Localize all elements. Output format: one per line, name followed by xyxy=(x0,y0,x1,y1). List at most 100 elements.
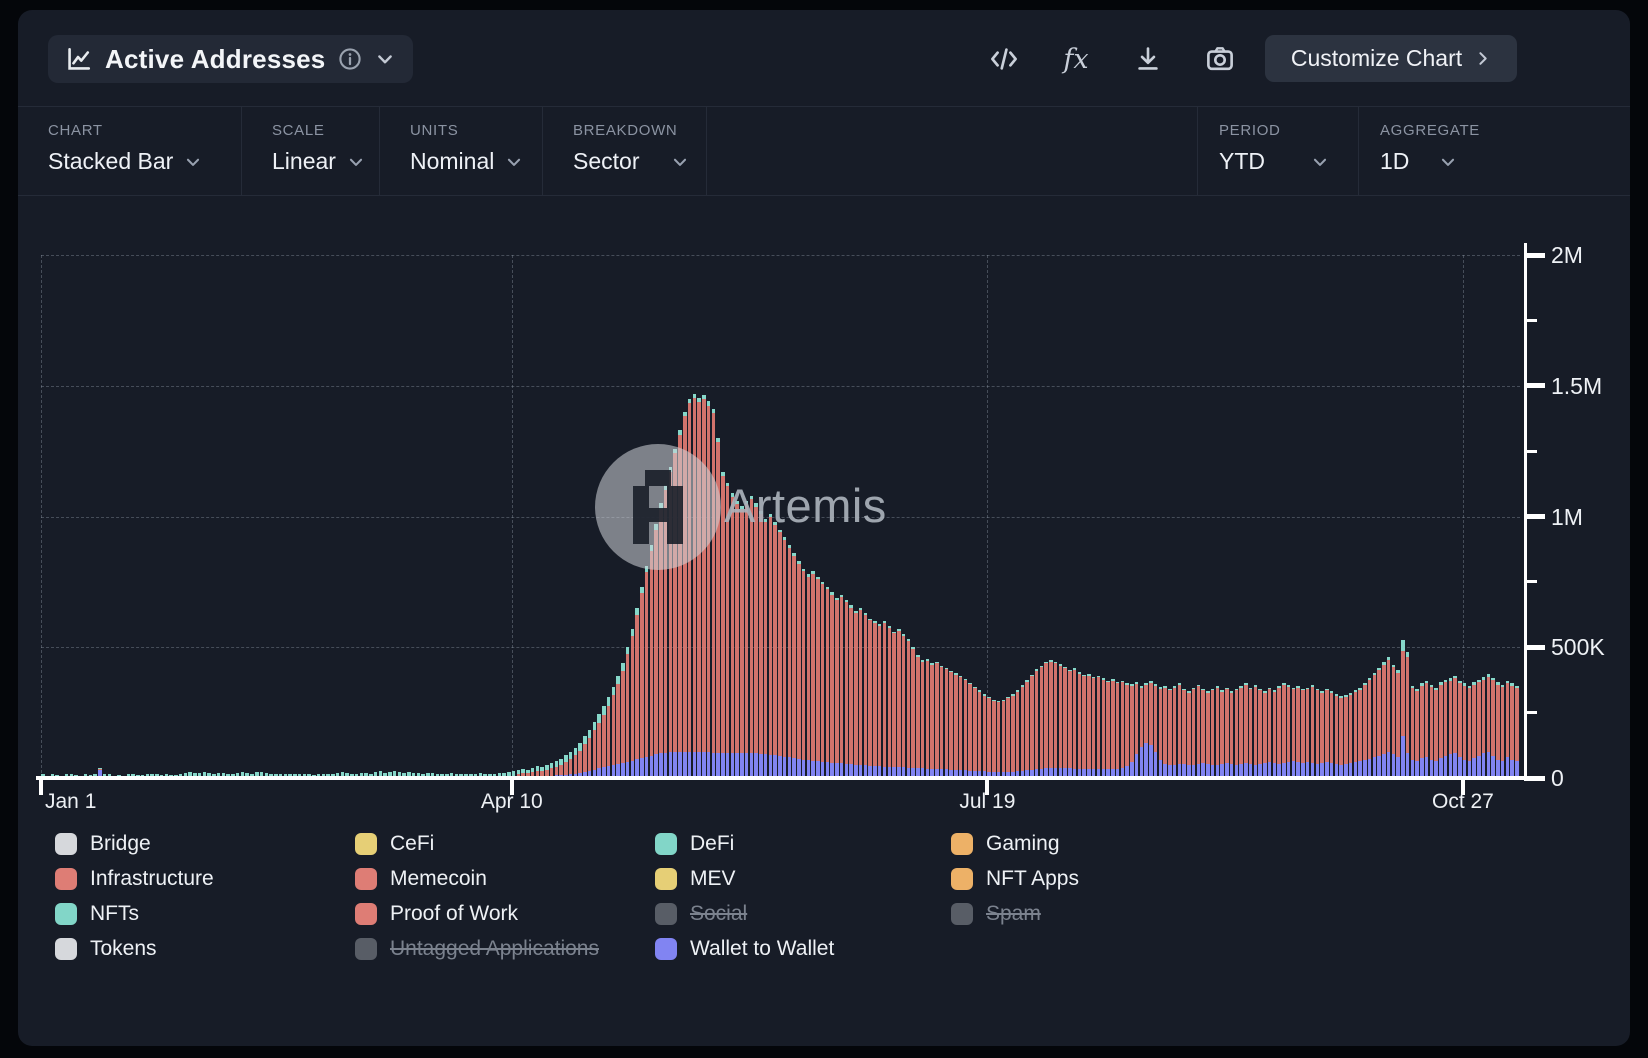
bar-day-291[interactable] xyxy=(1424,680,1429,778)
bar-day-135[interactable] xyxy=(683,411,687,778)
bar-day-192[interactable] xyxy=(954,673,958,778)
bar-day-161[interactable] xyxy=(806,574,811,778)
bar-day-154[interactable] xyxy=(773,521,777,778)
bar-day-247[interactable] xyxy=(1215,685,1220,778)
bar-day-275[interactable] xyxy=(1348,692,1353,778)
bar-day-166[interactable] xyxy=(830,592,834,778)
bar-day-148[interactable] xyxy=(744,500,749,778)
bar-day-256[interactable] xyxy=(1258,688,1262,778)
bar-day-177[interactable] xyxy=(882,621,887,778)
bar-day-252[interactable] xyxy=(1239,685,1243,778)
info-icon[interactable] xyxy=(338,47,362,71)
bar-day-258[interactable] xyxy=(1267,687,1272,778)
bar-day-169[interactable] xyxy=(844,600,849,778)
bar-day-175[interactable] xyxy=(873,621,877,778)
bar-day-303[interactable] xyxy=(1481,677,1486,778)
bar-day-242[interactable] xyxy=(1191,687,1196,778)
bar-day-292[interactable] xyxy=(1429,684,1434,778)
bar-day-301[interactable] xyxy=(1472,682,1476,778)
bar-day-240[interactable] xyxy=(1182,688,1186,778)
bar-day-249[interactable] xyxy=(1225,687,1229,778)
bar-day-162[interactable] xyxy=(811,571,815,778)
bar-day-286[interactable] xyxy=(1401,640,1405,778)
bar-day-152[interactable] xyxy=(763,519,768,778)
bar-day-151[interactable] xyxy=(759,511,763,778)
filter-units[interactable]: UNITS Nominal xyxy=(380,107,543,195)
bar-day-306[interactable] xyxy=(1496,682,1500,778)
bar-day-302[interactable] xyxy=(1477,679,1481,778)
bar-day-230[interactable] xyxy=(1134,681,1139,778)
legend-item-wallet-to-wallet[interactable]: Wallet to Wallet xyxy=(655,937,951,961)
bar-day-165[interactable] xyxy=(825,587,830,778)
metric-selector[interactable]: Active Addresses xyxy=(48,35,414,83)
bar-day-164[interactable] xyxy=(820,581,825,778)
legend-item-bridge[interactable]: Bridge xyxy=(55,832,355,856)
bar-day-205[interactable] xyxy=(1015,690,1020,778)
bar-day-190[interactable] xyxy=(944,668,949,778)
bar-day-255[interactable] xyxy=(1253,684,1258,778)
bar-day-222[interactable] xyxy=(1096,675,1101,778)
bar-day-142[interactable] xyxy=(716,438,720,778)
bar-day-287[interactable] xyxy=(1405,651,1410,778)
bar-day-235[interactable] xyxy=(1158,687,1163,778)
bar-day-257[interactable] xyxy=(1263,691,1267,778)
bar-day-296[interactable] xyxy=(1448,678,1453,778)
bar-day-196[interactable] xyxy=(973,686,977,778)
bar-day-221[interactable] xyxy=(1091,676,1096,778)
bar-day-262[interactable] xyxy=(1286,684,1291,778)
legend-item-nft-apps[interactable]: NFT Apps xyxy=(951,867,1151,891)
legend-item-tokens[interactable]: Tokens xyxy=(55,937,355,961)
bar-day-172[interactable] xyxy=(858,608,863,778)
bar-day-265[interactable] xyxy=(1301,688,1305,778)
bar-day-283[interactable] xyxy=(1386,657,1391,778)
bar-day-198[interactable] xyxy=(982,694,987,778)
bar-day-146[interactable] xyxy=(735,500,739,778)
bar-day-136[interactable] xyxy=(687,398,692,778)
bar-day-219[interactable] xyxy=(1082,674,1086,778)
bar-day-270[interactable] xyxy=(1325,688,1329,778)
bar-day-141[interactable] xyxy=(711,409,716,778)
download-icon[interactable] xyxy=(1132,43,1164,75)
bar-day-268[interactable] xyxy=(1315,688,1319,778)
bar-day-206[interactable] xyxy=(1020,685,1025,778)
bar-day-241[interactable] xyxy=(1187,691,1191,778)
bar-day-185[interactable] xyxy=(920,660,925,778)
bar-day-157[interactable] xyxy=(787,545,792,778)
bar-day-160[interactable] xyxy=(801,568,806,778)
bar-day-173[interactable] xyxy=(863,613,868,778)
bar-day-208[interactable] xyxy=(1030,674,1034,778)
legend-item-spam[interactable]: Spam xyxy=(951,902,1151,926)
bar-day-199[interactable] xyxy=(987,696,991,778)
bar-day-145[interactable] xyxy=(730,492,735,778)
bar-day-134[interactable] xyxy=(678,430,682,778)
bar-day-281[interactable] xyxy=(1377,667,1381,778)
bar-day-260[interactable] xyxy=(1277,685,1281,778)
bar-day-170[interactable] xyxy=(849,605,853,778)
bar-day-246[interactable] xyxy=(1210,688,1215,778)
bar-day-280[interactable] xyxy=(1372,672,1377,778)
legend-item-defi[interactable]: DeFi xyxy=(655,832,951,856)
bar-day-229[interactable] xyxy=(1130,684,1134,778)
bar-day-245[interactable] xyxy=(1206,691,1210,778)
legend-item-nfts[interactable]: NFTs xyxy=(55,902,355,926)
legend-item-memecoin[interactable]: Memecoin xyxy=(355,867,655,891)
bar-day-294[interactable] xyxy=(1439,682,1443,778)
bar-day-279[interactable] xyxy=(1367,678,1372,778)
bar-day-310[interactable] xyxy=(1515,685,1519,778)
bar-day-263[interactable] xyxy=(1291,687,1296,778)
bar-day-273[interactable] xyxy=(1339,696,1343,778)
bar-day-202[interactable] xyxy=(1001,699,1006,778)
bar-day-261[interactable] xyxy=(1282,683,1286,778)
bar-day-264[interactable] xyxy=(1296,685,1300,778)
bar-day-193[interactable] xyxy=(958,676,963,778)
bar-day-293[interactable] xyxy=(1434,687,1438,778)
bar-day-269[interactable] xyxy=(1320,691,1324,778)
bar-day-232[interactable] xyxy=(1144,683,1148,778)
legend-item-infrastructure[interactable]: Infrastructure xyxy=(55,867,355,891)
bar-day-113[interactable] xyxy=(578,742,582,778)
bar-day-209[interactable] xyxy=(1034,669,1039,778)
bar-day-250[interactable] xyxy=(1229,691,1234,778)
bar-day-159[interactable] xyxy=(797,560,801,778)
bar-day-182[interactable] xyxy=(906,639,911,778)
bar-day-304[interactable] xyxy=(1486,674,1491,778)
